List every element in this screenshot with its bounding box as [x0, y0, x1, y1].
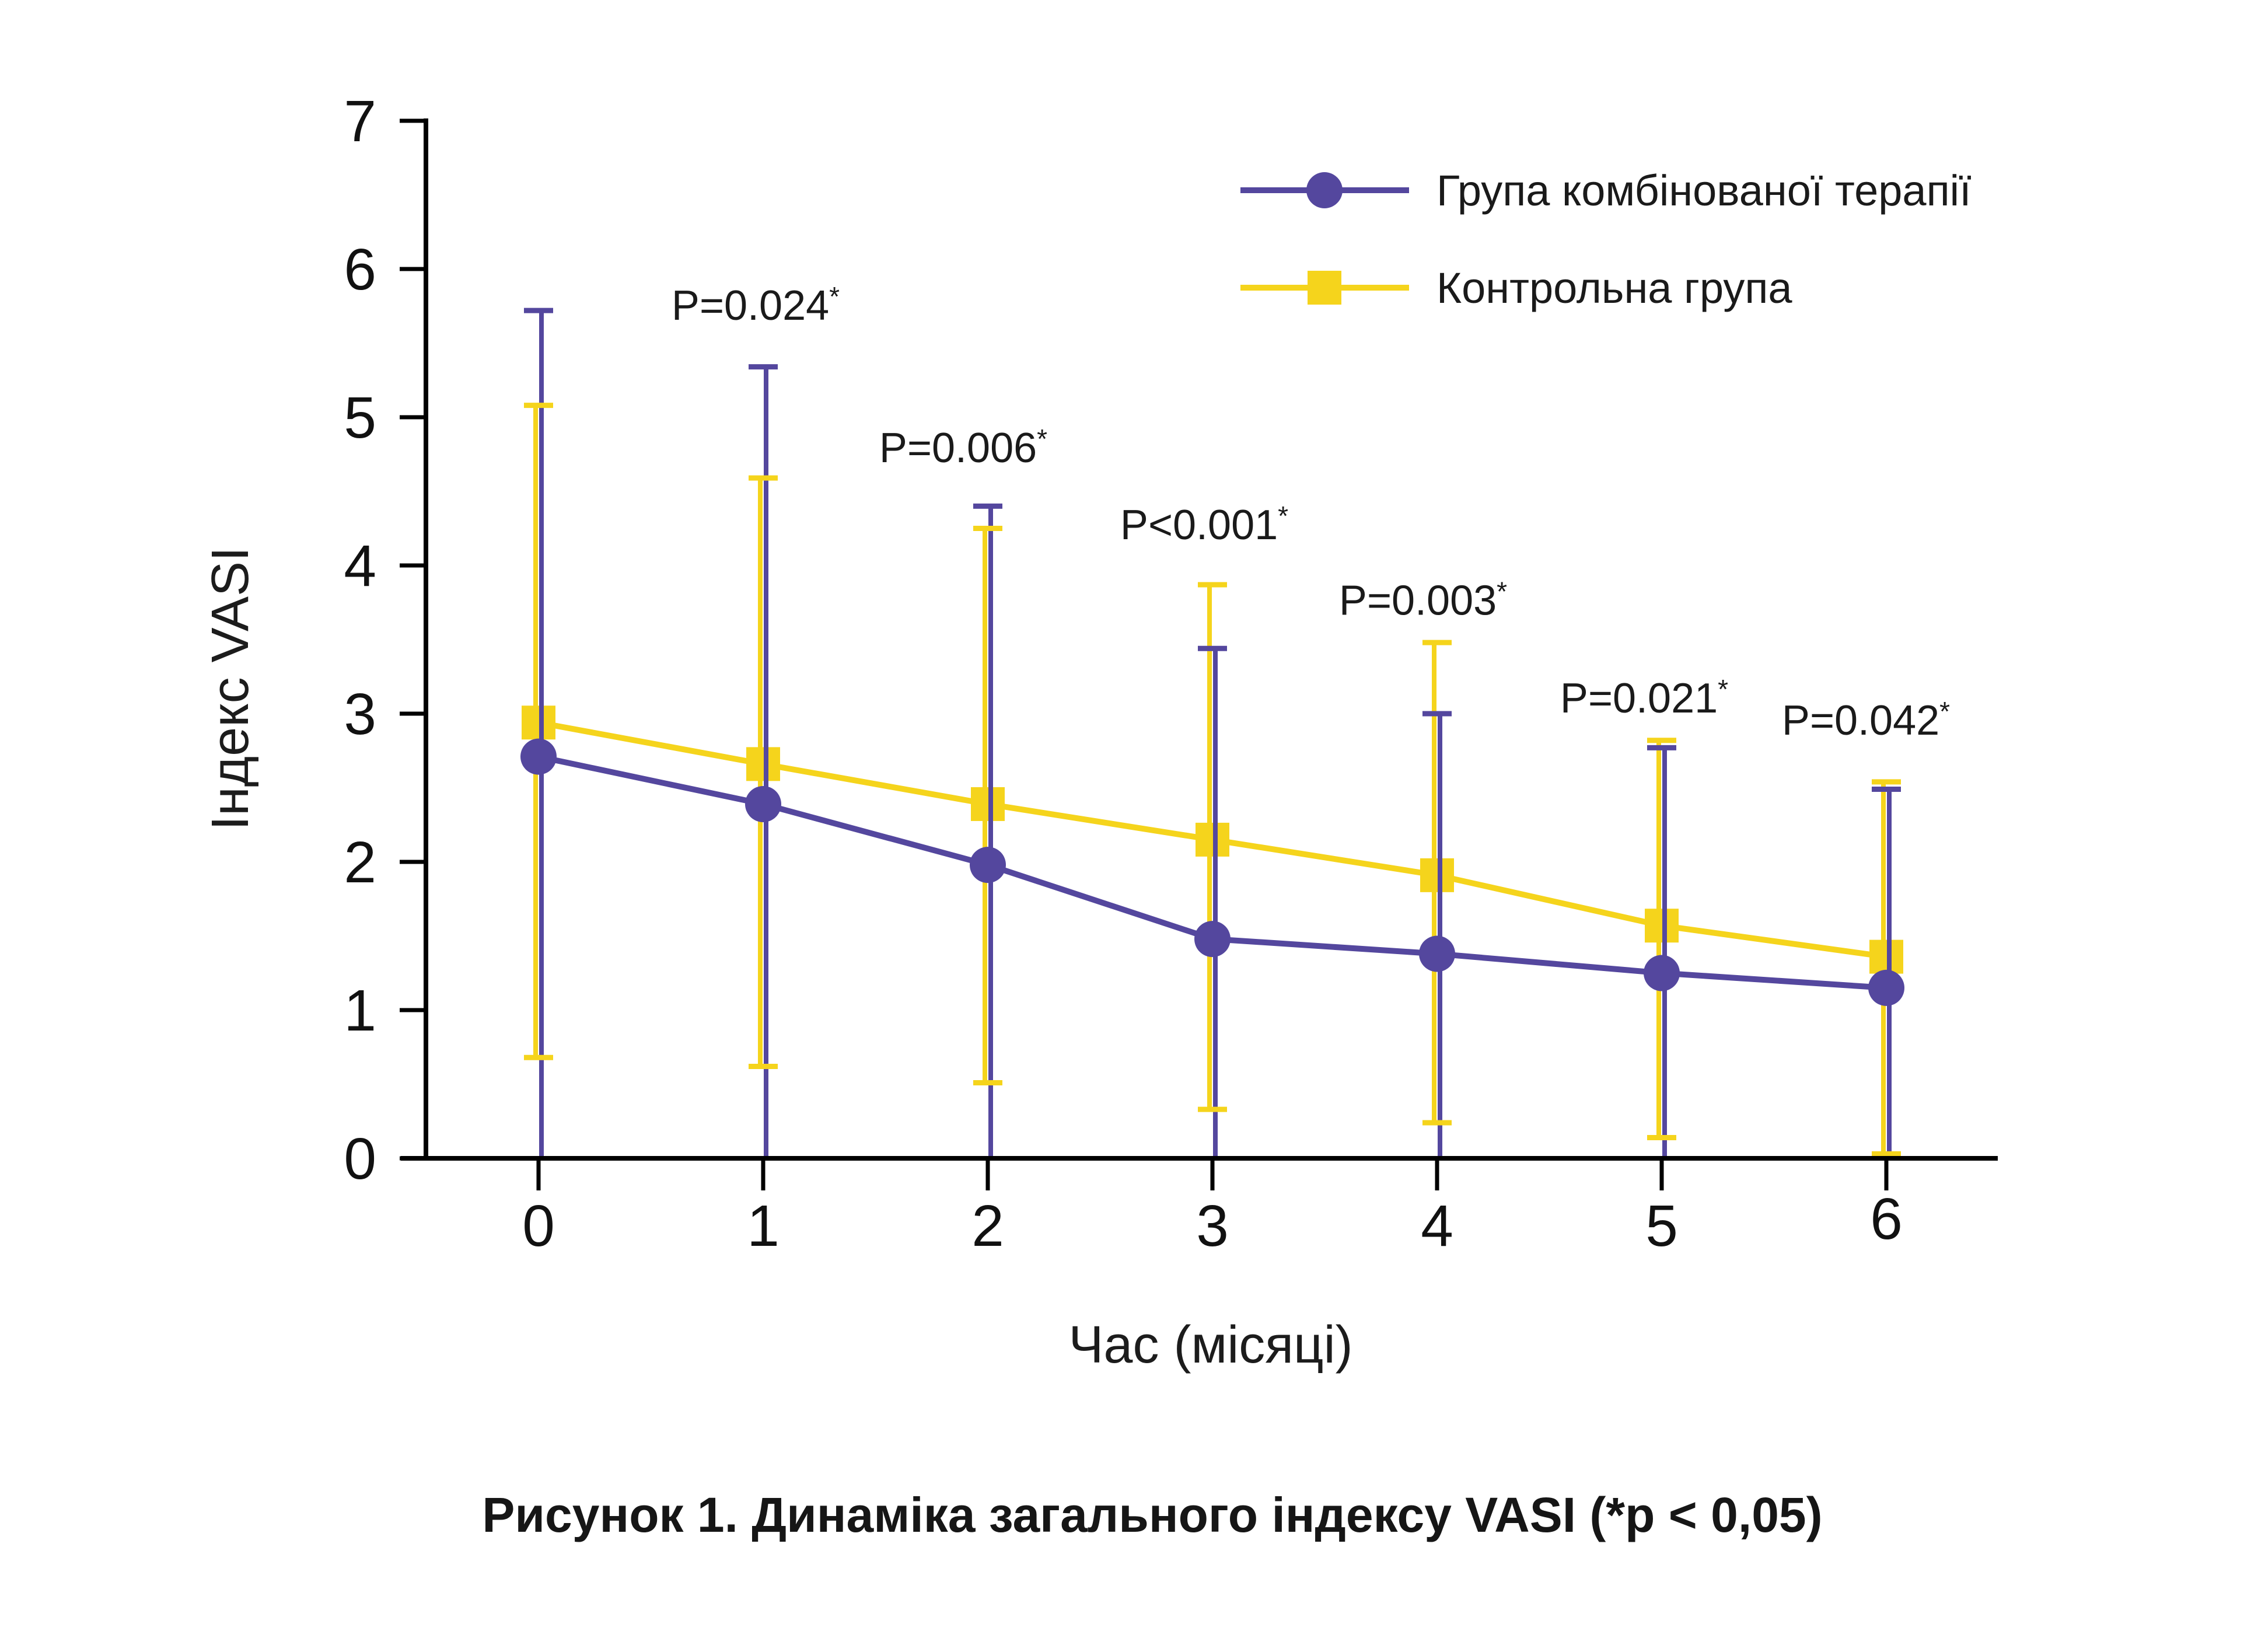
y-axis-title: Індекс VASI — [201, 547, 260, 830]
legend: Група комбінованої терапії Контрольна гру… — [1240, 166, 1972, 312]
legend-square-marker-icon — [1308, 271, 1341, 305]
figure-caption: Рисунок 1. Динаміка загального індексу V… — [482, 1487, 1822, 1542]
data-point-circle-month-2 — [970, 847, 1006, 883]
p-value-text: P<0.001 — [1120, 502, 1278, 549]
x-tick-label-1: 1 — [747, 1193, 780, 1259]
x-tick-label-3: 3 — [1196, 1193, 1229, 1259]
data-point-square-month-0 — [522, 705, 555, 740]
p-value-annotation-month-2: P=0.006* — [879, 424, 1047, 471]
p-value-text: P=0.024 — [672, 282, 829, 329]
data-point-square-month-2 — [971, 787, 1005, 821]
tick-labels-layer: 0 1 2 3 4 5 6 7 0 1 2 3 4 5 6 — [344, 89, 1902, 1259]
significance-asterisk: * — [1497, 576, 1507, 606]
legend-label: Група комбінованої терапії — [1436, 166, 1972, 215]
x-tick-label-6: 6 — [1870, 1186, 1903, 1252]
p-value-text: P=0.006 — [879, 425, 1037, 471]
data-point-circle-month-1 — [745, 785, 781, 822]
p-value-annotations-layer: P=0.024*P=0.006*P<0.001*P=0.003*P=0.021*… — [672, 281, 1950, 744]
y-tick-label-0: 0 — [344, 1126, 376, 1192]
x-axis-title: Час (місяці) — [1068, 1316, 1352, 1374]
y-tick-label-6: 6 — [344, 237, 376, 302]
p-value-text: P=0.021 — [1560, 675, 1718, 722]
significance-asterisk: * — [829, 281, 840, 312]
p-value-annotation-month-1: P=0.024* — [672, 281, 840, 329]
control-series-layer — [522, 705, 1903, 974]
significance-asterisk: * — [1037, 424, 1047, 454]
data-point-square-month-3 — [1196, 822, 1229, 857]
x-tick-label-2: 2 — [971, 1193, 1004, 1259]
data-point-square-month-5 — [1645, 909, 1679, 943]
x-tick-label-5: 5 — [1645, 1193, 1678, 1259]
x-tick-label-4: 4 — [1421, 1193, 1453, 1259]
data-point-circle-month-5 — [1644, 955, 1680, 991]
y-tick-label-1: 1 — [344, 978, 376, 1043]
data-point-circle-month-0 — [520, 738, 557, 775]
data-point-square-month-6 — [1869, 939, 1903, 974]
legend-item-combined: Група комбінованої терапії — [1240, 166, 1972, 215]
data-point-square-month-4 — [1420, 858, 1454, 892]
p-value-annotation-month-3: P<0.001* — [1120, 501, 1288, 549]
data-point-circle-month-6 — [1868, 969, 1904, 1006]
p-value-text: P=0.003 — [1339, 577, 1497, 624]
y-tick-label-4: 4 — [344, 533, 376, 599]
p-value-text: P=0.042 — [1782, 697, 1939, 744]
p-value-annotation-month-6: P=0.042* — [1782, 696, 1950, 744]
legend-circle-marker-icon — [1306, 172, 1343, 208]
significance-asterisk: * — [1278, 501, 1288, 531]
data-point-circle-month-3 — [1194, 921, 1231, 958]
y-tick-label-5: 5 — [344, 385, 376, 450]
axes-layer — [400, 118, 1998, 1190]
legend-item-control: Контрольна група — [1240, 264, 1792, 312]
significance-asterisk: * — [1718, 674, 1728, 704]
combined-series-layer — [520, 738, 1904, 1006]
significance-asterisk: * — [1939, 696, 1950, 727]
y-tick-label-2: 2 — [344, 830, 376, 895]
data-point-square-month-1 — [746, 747, 780, 781]
p-value-annotation-month-4: P=0.003* — [1339, 576, 1507, 624]
error-bars-layer — [524, 308, 1901, 1158]
data-point-circle-month-4 — [1419, 935, 1455, 972]
x-tick-label-0: 0 — [522, 1193, 555, 1259]
y-tick-label-7: 7 — [344, 89, 376, 154]
p-value-annotation-month-5: P=0.021* — [1560, 674, 1728, 722]
legend-label: Контрольна група — [1436, 264, 1792, 312]
y-tick-label-3: 3 — [344, 682, 376, 747]
